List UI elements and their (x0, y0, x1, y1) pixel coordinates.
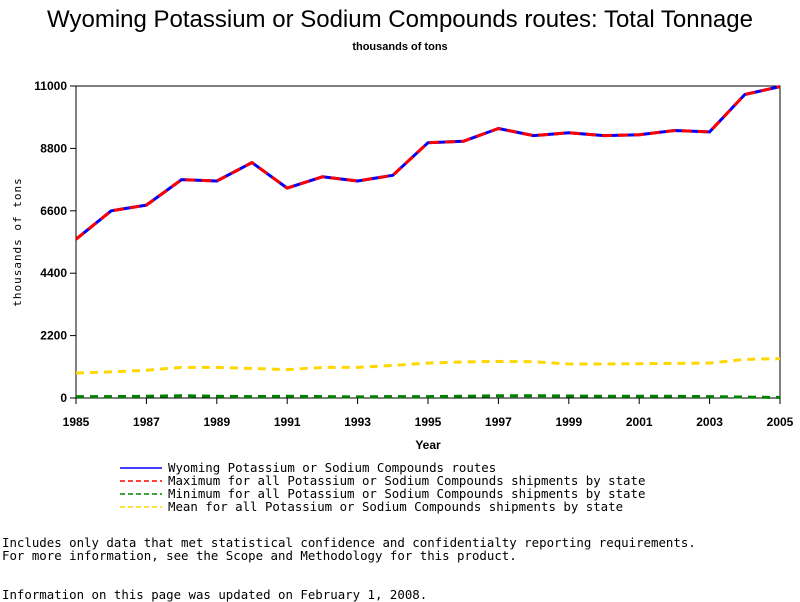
confidence-note: Includes only data that met statistical … (2, 535, 696, 550)
x-tick-label: 1989 (203, 415, 230, 429)
y-tick-label: 6600 (40, 204, 67, 218)
series-line-1 (75, 85, 781, 241)
series-line-0 (75, 85, 781, 241)
updated-note: Information on this page was updated on … (2, 587, 428, 602)
legend-label: Minimum for all Potassium or Sodium Comp… (168, 486, 645, 501)
y-tick-label: 11000 (34, 79, 67, 93)
x-axis-label: Year (415, 438, 441, 452)
series-line-3 (75, 357, 781, 375)
plot-frame (75, 85, 781, 399)
series-layer (75, 85, 781, 399)
x-tick-label: 1991 (274, 415, 301, 429)
legend-label: Mean for all Potassium or Sodium Compoun… (168, 499, 623, 514)
x-tick-label: 2001 (626, 415, 653, 429)
x-tick-label: 2003 (696, 415, 723, 429)
legend: Wyoming Potassium or Sodium Compounds ro… (120, 460, 645, 514)
y-tick-label: 0 (60, 391, 67, 405)
methodology-note: For more information, see the Scope and … (2, 548, 517, 563)
x-tick-label: 1999 (555, 415, 582, 429)
y-axis-label: thousands of tons (11, 177, 24, 307)
chart-title: Wyoming Potassium or Sodium Compounds ro… (47, 6, 753, 33)
x-tick-label: 1995 (415, 415, 442, 429)
line-chart: 0 2200 4400 6600 8800 11000 1985 1987 1989 1991 19… (11, 79, 794, 514)
x-tick-label: 1997 (485, 415, 512, 429)
y-tick-label: 2200 (40, 329, 67, 343)
x-tick-label: 1987 (133, 415, 160, 429)
legend-label: Maximum for all Potassium or Sodium Comp… (168, 473, 645, 488)
legend-label: Wyoming Potassium or Sodium Compounds ro… (168, 460, 496, 475)
series-line-2 (76, 394, 781, 399)
x-tick-label: 2005 (767, 415, 794, 429)
axis-layer: 0 2200 4400 6600 8800 11000 1985 1987 1989 1991 19… (34, 79, 793, 429)
y-tick-label: 8800 (40, 141, 67, 155)
y-tick-label: 4400 (40, 266, 67, 280)
chart-subtitle: thousands of tons (352, 41, 448, 53)
x-tick-label: 1993 (344, 415, 371, 429)
x-tick-label: 1985 (63, 415, 90, 429)
